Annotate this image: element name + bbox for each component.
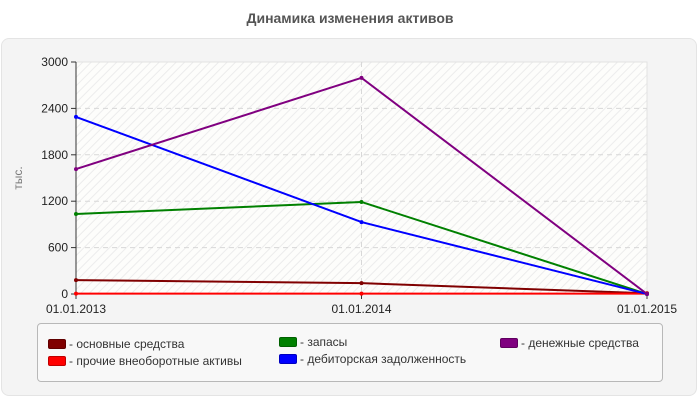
x-tick-label: 01.01.2013 (46, 302, 106, 316)
legend-item-cash[interactable]: - денежные средства (500, 336, 639, 350)
grid-lines (76, 62, 647, 294)
y-tick-label: 1800 (41, 148, 68, 162)
data-point[interactable] (74, 167, 78, 172)
series-lines (74, 75, 649, 296)
data-point[interactable] (359, 220, 364, 225)
legend-label: - основные средства (69, 337, 185, 351)
data-point[interactable] (74, 114, 78, 119)
x-tick-label: 01.01.2014 (331, 302, 391, 316)
y-tick-label: 2400 (41, 101, 68, 115)
legend-item-inventory[interactable]: - запасы (279, 335, 347, 349)
chart-title: Динамика изменения активов (246, 10, 454, 26)
legend-swatch (279, 354, 297, 364)
y-axis-label: тыс. (11, 166, 25, 189)
legend-label: - прочие внеоборотные активы (69, 354, 242, 368)
legend-swatch (48, 339, 66, 349)
legend-item-other-noncurrent[interactable]: - прочие внеоборотные активы (48, 354, 242, 368)
y-tick-label: 600 (48, 241, 68, 255)
plot-area (75, 61, 648, 295)
legend-swatch (48, 356, 66, 366)
x-tick-label: 01.01.2015 (617, 302, 677, 316)
legend-item-fixed-assets[interactable]: - основные средства (48, 337, 184, 351)
y-tick-label: 0 (61, 287, 68, 301)
data-point[interactable] (74, 211, 78, 216)
data-point[interactable] (74, 278, 78, 283)
data-point[interactable] (359, 199, 364, 204)
data-point[interactable] (74, 291, 78, 296)
data-point[interactable] (645, 292, 649, 296)
data-point[interactable] (359, 281, 364, 286)
legend-label: - запасы (300, 335, 348, 349)
legend-label: - дебиторская задолженность (300, 352, 467, 366)
legend: - основные средства - прочие внеоборотны… (37, 323, 663, 382)
axis-labels: 0 600 1200 1800 2400 3000 01.01.2013 01.01.2014… (41, 55, 677, 316)
data-point[interactable] (359, 75, 364, 80)
legend-swatch (279, 337, 297, 347)
y-tick-label: 1200 (41, 194, 68, 208)
data-point[interactable] (359, 291, 364, 296)
legend-label: - денежные средства (521, 336, 639, 350)
legend-swatch (500, 338, 518, 348)
y-tick-label: 3000 (41, 55, 68, 69)
legend-item-receivables[interactable]: - дебиторская задолженность (279, 352, 466, 366)
